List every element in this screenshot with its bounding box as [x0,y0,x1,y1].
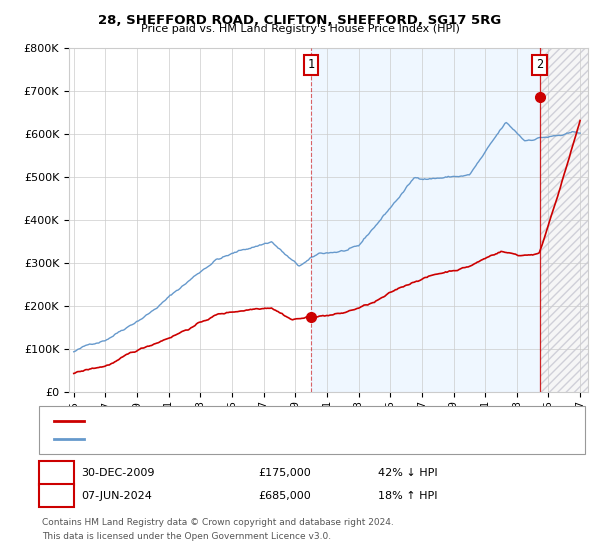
Text: Contains HM Land Registry data © Crown copyright and database right 2024.: Contains HM Land Registry data © Crown c… [42,518,394,527]
Text: 18% ↑ HPI: 18% ↑ HPI [378,491,437,501]
Text: 28, SHEFFORD ROAD, CLIFTON, SHEFFORD, SG17 5RG (detached house): 28, SHEFFORD ROAD, CLIFTON, SHEFFORD, SG… [90,416,452,426]
Text: £685,000: £685,000 [258,491,311,501]
Text: 42% ↓ HPI: 42% ↓ HPI [378,468,437,478]
Text: Price paid vs. HM Land Registry's House Price Index (HPI): Price paid vs. HM Land Registry's House … [140,24,460,34]
Text: 30-DEC-2009: 30-DEC-2009 [81,468,155,478]
Text: 07-JUN-2024: 07-JUN-2024 [81,491,152,501]
Text: 1: 1 [53,466,60,480]
Text: £175,000: £175,000 [258,468,311,478]
Text: HPI: Average price, detached house, Central Bedfordshire: HPI: Average price, detached house, Cent… [90,434,378,444]
Bar [539,48,600,392]
Text: 2: 2 [536,58,543,71]
Text: 28, SHEFFORD ROAD, CLIFTON, SHEFFORD, SG17 5RG: 28, SHEFFORD ROAD, CLIFTON, SHEFFORD, SG… [98,14,502,27]
Text: 2: 2 [53,489,60,502]
Text: 1: 1 [307,58,314,71]
Bar [311,48,539,392]
Text: This data is licensed under the Open Government Licence v3.0.: This data is licensed under the Open Gov… [42,532,331,541]
